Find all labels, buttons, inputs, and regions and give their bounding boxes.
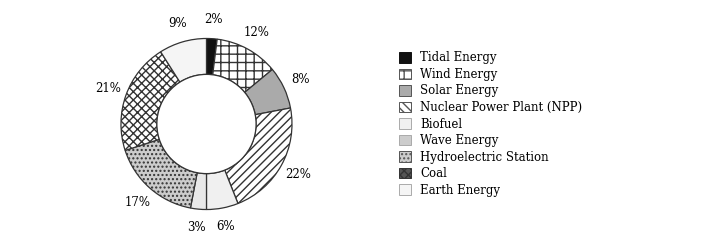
- Text: 8%: 8%: [292, 73, 310, 86]
- Legend: Tidal Energy, Wind Energy, Solar Energy, Nuclear Power Plant (NPP), Biofuel, Wav: Tidal Energy, Wind Energy, Solar Energy,…: [397, 49, 585, 199]
- Wedge shape: [225, 108, 292, 204]
- Text: 2%: 2%: [204, 13, 222, 26]
- Wedge shape: [213, 39, 273, 93]
- Wedge shape: [121, 52, 180, 151]
- Wedge shape: [206, 170, 238, 210]
- Text: 12%: 12%: [244, 26, 270, 39]
- Text: 9%: 9%: [168, 17, 187, 30]
- Text: 6%: 6%: [216, 220, 236, 233]
- Wedge shape: [125, 139, 197, 208]
- Text: 17%: 17%: [125, 196, 150, 209]
- Wedge shape: [161, 38, 206, 82]
- Wedge shape: [190, 173, 206, 210]
- Text: 22%: 22%: [285, 168, 311, 181]
- Text: 21%: 21%: [95, 82, 121, 95]
- Wedge shape: [245, 69, 290, 115]
- Text: 3%: 3%: [187, 221, 206, 234]
- Circle shape: [157, 74, 256, 174]
- Wedge shape: [206, 38, 217, 75]
